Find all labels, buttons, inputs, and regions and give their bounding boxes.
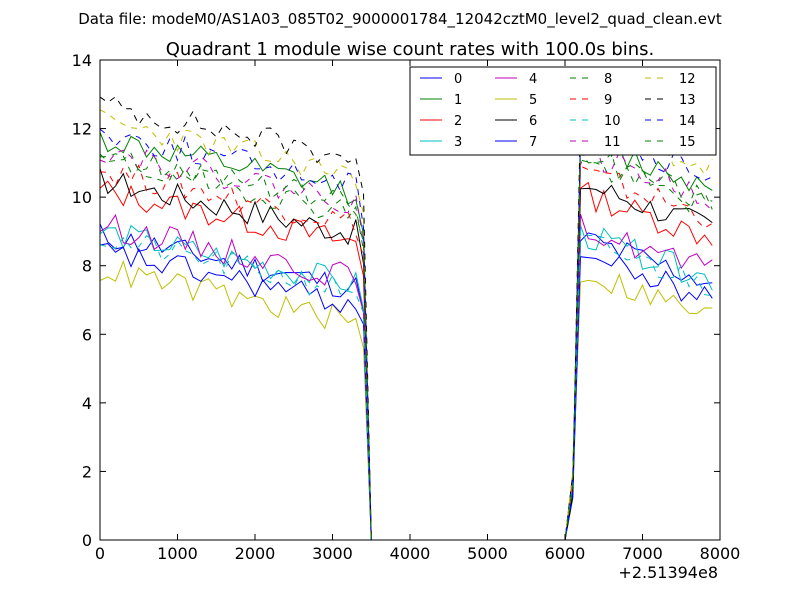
y-tick-label: 2 xyxy=(82,462,92,481)
legend-label-4: 4 xyxy=(529,72,537,87)
y-tick-label: 12 xyxy=(72,120,92,139)
legend-label-15: 15 xyxy=(679,135,696,150)
legend-label-2: 2 xyxy=(454,114,462,129)
y-tick-label: 4 xyxy=(82,394,92,413)
legend-label-3: 3 xyxy=(454,135,462,150)
legend-label-0: 0 xyxy=(454,72,462,87)
y-tick-label: 10 xyxy=(72,188,92,207)
legend-label-9: 9 xyxy=(604,93,612,108)
x-tick-label: 6000 xyxy=(545,544,586,563)
x-tick-label: 7000 xyxy=(622,544,663,563)
legend-label-12: 12 xyxy=(679,72,696,87)
chart-title: Quadrant 1 module wise count rates with … xyxy=(166,39,655,60)
x-tick-label: 4000 xyxy=(390,544,431,563)
x-tick-label: 5000 xyxy=(467,544,508,563)
legend-label-1: 1 xyxy=(454,93,462,108)
legend-label-5: 5 xyxy=(529,93,537,108)
legend-label-11: 11 xyxy=(604,135,621,150)
x-tick-label: 0 xyxy=(95,544,105,563)
legend-label-6: 6 xyxy=(529,114,537,129)
series-line-8 xyxy=(99,153,713,541)
y-tick-label: 6 xyxy=(82,325,92,344)
series-line-13 xyxy=(99,96,713,541)
suptitle: Data file: modeM0/AS1A03_085T02_90000017… xyxy=(78,10,722,29)
legend-label-14: 14 xyxy=(679,114,696,129)
legend-label-10: 10 xyxy=(604,114,621,129)
y-tick-label: 8 xyxy=(82,257,92,276)
legend-label-7: 7 xyxy=(529,135,537,150)
x-tick-label: 3000 xyxy=(312,544,353,563)
y-tick-label: 0 xyxy=(82,531,92,550)
legend-box xyxy=(409,66,717,156)
legend-label-8: 8 xyxy=(604,72,612,87)
x-tick-label: 8000 xyxy=(700,544,741,563)
x-offset-label: +2.51394e8 xyxy=(618,563,718,582)
ticks-layer: 0 1000 2000 3000 4000 5000 6000 7000 80000246810… xyxy=(72,51,741,563)
y-tick-label: 14 xyxy=(72,51,92,70)
x-tick-label: 1000 xyxy=(157,544,198,563)
x-tick-label: 2000 xyxy=(235,544,276,563)
legend-label-13: 13 xyxy=(679,93,696,108)
